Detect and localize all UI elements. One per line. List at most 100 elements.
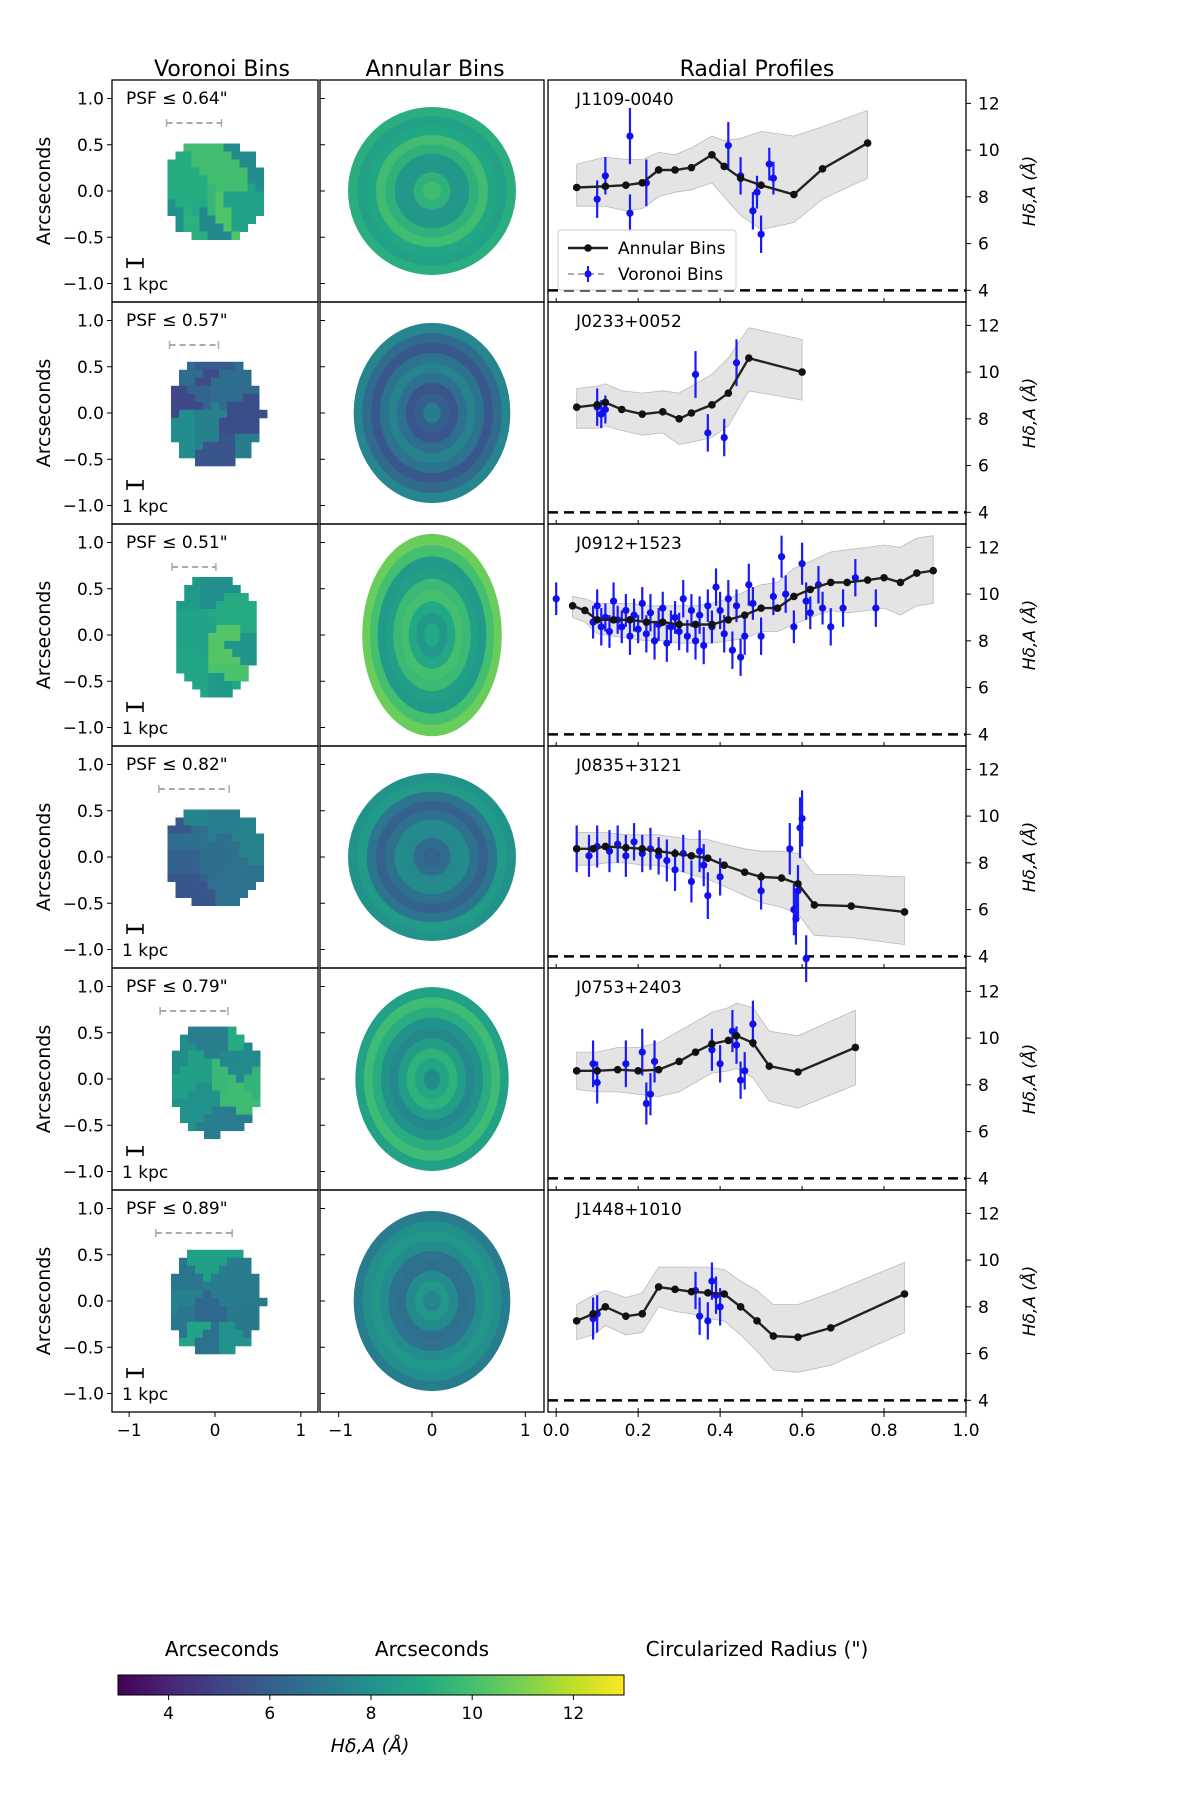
voronoi-bin	[184, 640, 193, 650]
voronoi-bin	[175, 833, 184, 842]
voronoi-bin	[194, 417, 204, 427]
voronoi-bin	[219, 1090, 229, 1100]
voronoi-bin	[207, 889, 216, 898]
voronoi-bin	[208, 624, 217, 634]
voronoi-bin	[183, 825, 192, 834]
profile-y-axis-label: Hδ,A (Å)	[1018, 1044, 1040, 1115]
voronoi-bin	[234, 1321, 244, 1331]
voronoi-bin	[223, 231, 232, 240]
voronoi-bin	[167, 199, 176, 208]
annular-point	[572, 1317, 581, 1325]
annular-point	[589, 845, 597, 853]
voronoi-bin	[207, 825, 216, 834]
voronoi-point	[704, 429, 712, 437]
voronoi-bin	[192, 640, 201, 650]
voronoi-bin	[194, 1289, 204, 1299]
voronoi-point	[732, 602, 741, 610]
annular-point	[757, 181, 765, 189]
voronoi-bin	[223, 889, 232, 898]
voronoi-bin	[239, 167, 248, 176]
voronoi-bin	[232, 600, 241, 610]
profile-x-tick-label: 0.4	[707, 1421, 734, 1441]
profile-y-tick-label: 12	[978, 538, 1000, 558]
voronoi-bin	[194, 401, 204, 411]
voronoi-bin	[186, 1289, 196, 1299]
voronoi-bin	[202, 1321, 212, 1331]
voronoi-bin	[223, 833, 232, 842]
annular-point	[736, 174, 745, 182]
voronoi-bin	[186, 1329, 196, 1339]
annular-point	[572, 845, 581, 853]
voronoi-bin	[215, 183, 224, 192]
voronoi-bin	[202, 1257, 212, 1267]
voronoi-bin	[224, 576, 233, 586]
legend-annular-label: Annular Bins	[618, 239, 726, 259]
colorbar	[117, 1674, 625, 1696]
voronoi-bin	[216, 640, 225, 650]
voronoi-point	[872, 604, 880, 612]
voronoi-point	[691, 370, 700, 379]
voronoi-point	[757, 230, 765, 238]
annular-point	[724, 389, 733, 397]
voronoi-bin	[199, 889, 208, 898]
voronoi-point	[601, 405, 609, 414]
voronoi-bin	[239, 849, 248, 858]
map-y-tick-label: −1.0	[63, 941, 104, 961]
voronoi-bin	[195, 1106, 205, 1116]
profile-y-tick-label: 10	[978, 363, 1000, 383]
voronoi-bin	[250, 1281, 260, 1291]
voronoi-bin	[194, 1257, 204, 1267]
voronoi-bin	[248, 632, 257, 642]
voronoi-bin	[227, 1082, 237, 1092]
voronoi-bin	[187, 1082, 197, 1092]
row-J0835+3121: PSF ≤ 0.82" 1 kpc 1.0 0.5 0.0 −0.5 −1.0 Arcseco…	[33, 745, 1040, 983]
voronoi-bin	[231, 191, 240, 200]
voronoi-bin	[191, 175, 200, 184]
voronoi-bin	[191, 199, 200, 208]
voronoi-bin	[218, 1313, 228, 1323]
voronoi-bin	[178, 425, 188, 435]
voronoi-bin	[208, 576, 217, 586]
voronoi-bin	[251, 1058, 261, 1068]
voronoi-bin	[167, 833, 176, 842]
voronoi-bin	[178, 377, 188, 387]
voronoi-bin	[232, 672, 241, 682]
colorbar-tick-label: 6	[264, 1704, 275, 1724]
voronoi-bin	[218, 417, 228, 427]
voronoi-point	[659, 604, 667, 612]
voronoi-bin	[250, 433, 260, 443]
voronoi-bin	[171, 1082, 181, 1092]
voronoi-bin	[235, 1034, 245, 1044]
voronoi-bin	[223, 809, 232, 818]
voronoi-bin	[218, 441, 228, 451]
voronoi-bin	[195, 1042, 205, 1052]
voronoi-bin	[216, 664, 225, 674]
voronoi-bin	[202, 1329, 212, 1339]
voronoi-bin	[216, 608, 225, 618]
profile-y-axis-label: Hδ,A (Å)	[1018, 1266, 1040, 1337]
voronoi-bin	[232, 640, 241, 650]
voronoi-bin	[184, 672, 193, 682]
annular-point	[880, 573, 888, 582]
voronoi-bin	[234, 1257, 244, 1267]
voronoi-bin	[226, 1297, 236, 1307]
voronoi-bin	[194, 385, 204, 395]
voronoi-point	[704, 891, 712, 900]
voronoi-bin	[216, 616, 225, 626]
voronoi-bin	[218, 1265, 228, 1275]
profile-y-tick-label: 10	[978, 807, 1000, 827]
voronoi-bin	[191, 183, 200, 192]
voronoi-bin	[208, 616, 217, 626]
voronoi-bin	[187, 1034, 197, 1044]
voronoi-bin	[203, 1050, 213, 1060]
voronoi-bin	[194, 1337, 204, 1347]
voronoi-bin	[219, 1122, 229, 1132]
voronoi-bin	[240, 624, 249, 634]
annular-x-axis-label: Arcseconds	[375, 1637, 489, 1661]
voronoi-bin	[226, 1289, 236, 1299]
voronoi-bin	[223, 207, 232, 216]
annular-ring	[423, 1290, 441, 1312]
voronoi-bin	[176, 616, 185, 626]
annular-point	[790, 592, 798, 601]
voronoi-bin	[191, 207, 200, 216]
